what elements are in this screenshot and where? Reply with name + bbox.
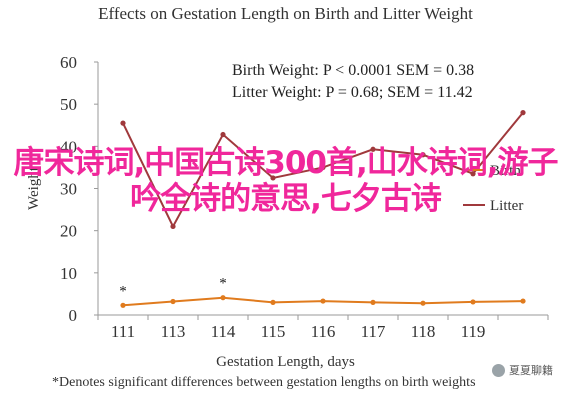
data-point-litter [220, 131, 226, 138]
x-tick-label: 115 [261, 322, 286, 341]
x-tick-label: 111 [111, 322, 135, 341]
data-point-litter [170, 223, 176, 230]
data-point-litter [370, 146, 376, 152]
y-tick-label: 60 [60, 53, 77, 72]
y-tick-label: 30 [60, 180, 77, 199]
significance-marker: * [219, 276, 227, 292]
data-point-birth [170, 298, 176, 305]
y-axis-title: Weight [26, 166, 42, 210]
overlay-text: 唐宋诗词,中国古诗300首,山水诗词,游子吟全诗的意思,七夕古诗 [13, 145, 558, 217]
watermark: 夏夏聊籍 [492, 362, 553, 378]
legend-label: Litter [490, 198, 523, 214]
data-point-birth [120, 302, 126, 308]
data-point-litter [120, 120, 126, 126]
data-point-litter [470, 171, 476, 177]
legend-label: Birth [490, 163, 521, 179]
significance-marker: * [119, 283, 127, 299]
x-axis-title: Gestation Length, days [216, 354, 355, 370]
data-point-birth [370, 299, 376, 305]
x-tick-label: 119 [461, 322, 486, 341]
y-tick-label: 20 [60, 222, 77, 241]
x-tick-label: 114 [211, 322, 236, 341]
y-tick-label: 0 [69, 306, 78, 325]
x-tick-label: 117 [361, 322, 386, 341]
stats-line-litter: Litter Weight: P = 0.68; SEM = 11.42 [232, 84, 473, 101]
stats-annotation: Birth Weight: P < 0.0001 SEM = 0.38 Litt… [232, 60, 474, 104]
stats-line-birth: Birth Weight: P < 0.0001 SEM = 0.38 [232, 62, 475, 79]
x-tick-label: 113 [161, 322, 186, 341]
watermark-icon [492, 363, 505, 377]
y-tick-label: 10 [60, 264, 77, 283]
x-tick-label: 116 [311, 322, 336, 341]
watermark-label: 夏夏聊籍 [509, 364, 553, 377]
y-tick-label: 40 [60, 137, 77, 156]
data-point-litter [320, 164, 326, 171]
data-point-litter [520, 110, 526, 116]
y-tick-label: 50 [60, 95, 77, 114]
data-point-birth [420, 300, 426, 306]
data-point-litter [270, 175, 276, 181]
chart-title: Effects on Gestation Length on Birth and… [98, 4, 473, 23]
x-tick-label: 118 [411, 322, 436, 341]
data-point-birth [220, 295, 226, 301]
data-point-birth [520, 298, 526, 304]
data-point-litter [420, 152, 426, 158]
data-point-birth [270, 299, 276, 305]
data-point-birth [320, 298, 326, 304]
data-point-birth [470, 299, 476, 305]
footnote: *Denotes significant differences between… [52, 375, 476, 390]
